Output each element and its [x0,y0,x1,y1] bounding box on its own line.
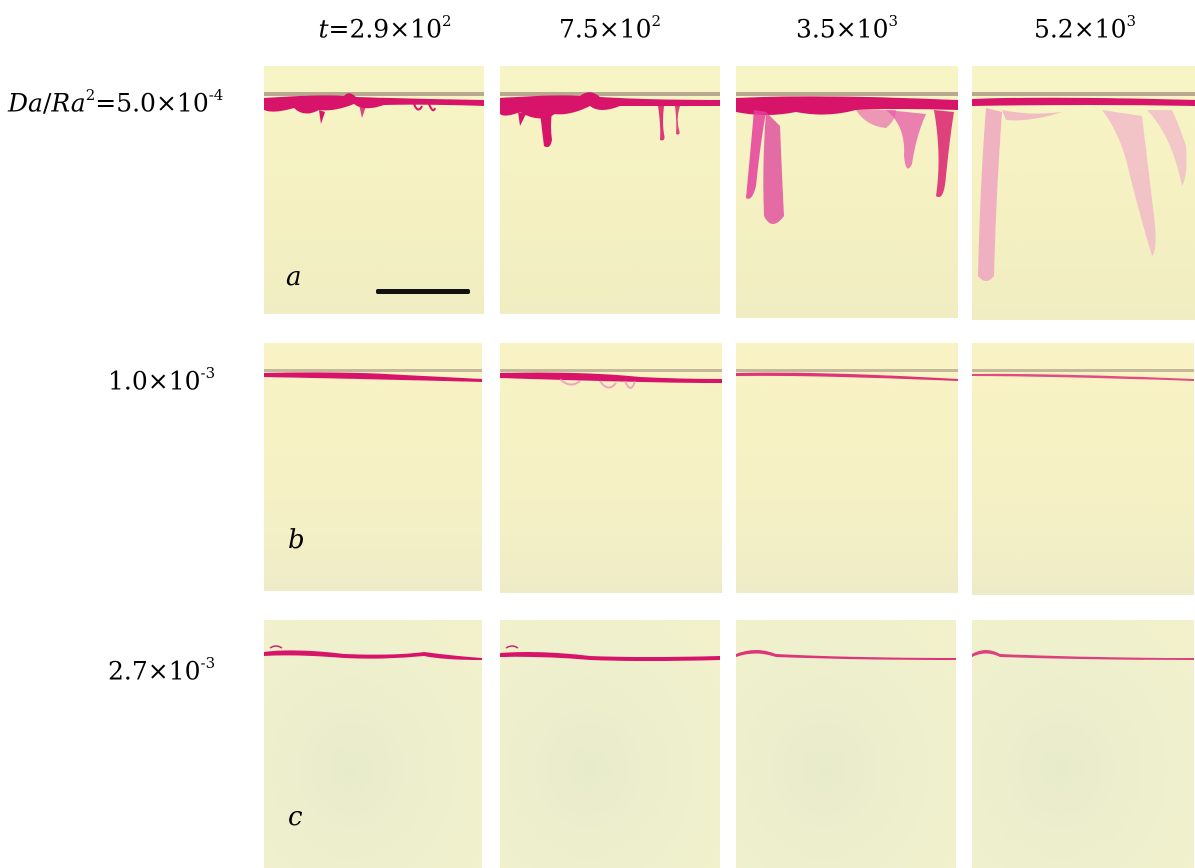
plume-image [264,92,484,124]
times-ten: ×10 [155,88,209,118]
times-ten: ×10 [147,656,201,686]
panel-b-3 [736,343,958,593]
equals-sign: = [95,88,117,118]
panel-letter: b [288,525,305,555]
plume-image [736,92,958,224]
panel-b-4 [972,343,1194,595]
panel-letter: c [288,802,303,832]
times-ten: ×10 [389,14,442,44]
mantissa: 2.9 [349,14,390,44]
row-label-1: Da/Ra2=5.0×10-4 [8,86,224,118]
exponent: -3 [200,654,216,672]
equals-sign: = [328,14,350,44]
panel-a-3 [736,66,958,318]
panel-b-1: b [264,343,482,591]
exponent: -3 [200,364,216,382]
exponent: 2 [651,12,662,30]
exponent: 3 [1126,12,1137,30]
panel-a-4 [972,66,1195,320]
rayleigh-exponent: 2 [85,86,96,104]
mantissa: 2.7 [108,656,148,686]
slash: / [42,88,52,118]
panel-a-1: a [264,66,484,314]
times-ten: ×10 [598,14,652,44]
plume-image [500,92,720,148]
exponent: 3 [888,12,899,30]
times-ten: ×10 [835,14,889,44]
scale-bar [376,289,470,294]
row-label-3: 2.7×10-3 [108,654,216,686]
panel-letter: a [286,262,302,292]
plume-image [500,645,720,661]
panel-b-2 [500,343,722,593]
panel-a-2 [500,66,720,314]
times-ten: ×10 [147,366,201,396]
column-label-2: 7.5×102 [510,12,710,44]
plume-image [972,650,1194,660]
column-label-4: 5.2×103 [985,12,1185,44]
exponent: -4 [208,86,224,104]
plume-image [972,92,1195,281]
panel-c-2 [500,620,720,868]
plume-image [736,650,956,660]
mantissa: 3.5 [795,14,836,44]
damkohler-symbol: Da [8,88,43,118]
times-ten: ×10 [1073,14,1127,44]
mantissa: 7.5 [558,14,599,44]
plume-image [500,369,722,389]
exponent: 2 [441,12,452,30]
column-label-1: t=2.9×102 [285,12,485,44]
mantissa: 5.2 [1033,14,1074,44]
row-label-2: 1.0×10-3 [108,364,216,396]
plume-image [264,369,482,382]
plume-image [736,369,958,381]
panel-c-4 [972,620,1194,868]
time-symbol: t [318,14,329,44]
plume-image [264,645,482,660]
panel-c-1: c [264,620,482,868]
column-label-3: 3.5×103 [747,12,947,44]
mantissa: 1.0 [108,366,148,396]
plume-image [972,369,1194,381]
panel-c-3 [736,620,956,868]
mantissa: 5.0 [116,88,156,118]
rayleigh-symbol: Ra [51,88,86,118]
